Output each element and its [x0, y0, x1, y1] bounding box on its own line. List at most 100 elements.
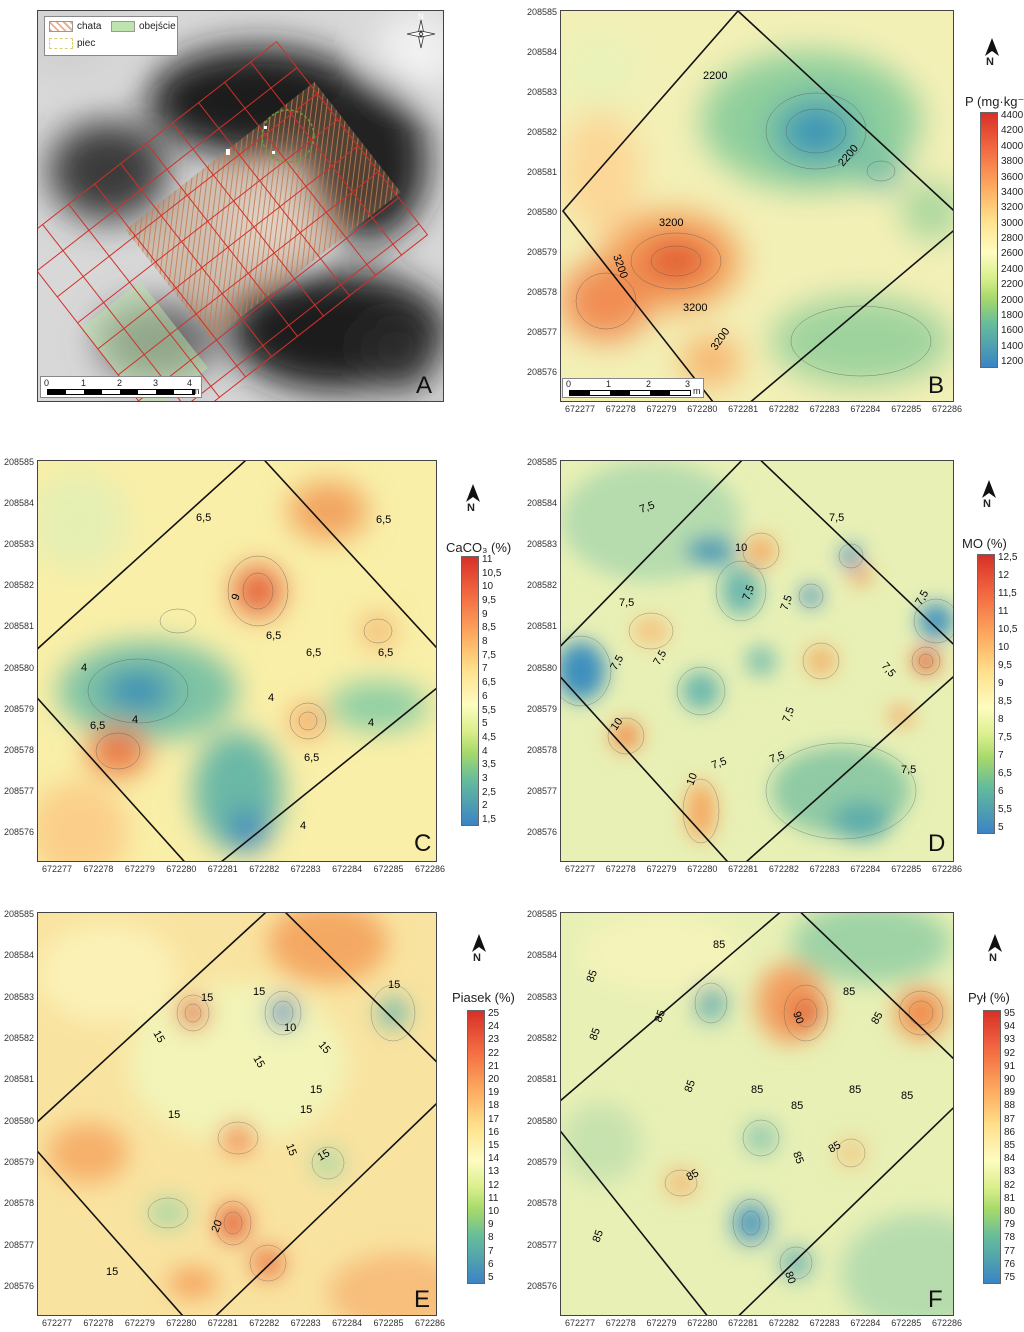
panel_e-legend-label: 17	[488, 1113, 500, 1125]
north-label: N	[418, 12, 424, 21]
scale-a-3: 3	[153, 378, 159, 388]
f-contour-15: 85	[685, 1167, 702, 1184]
y-tick-b: 208577	[526, 327, 557, 337]
y-tick-f: 208585	[526, 909, 557, 919]
x-tick-e: 672284	[332, 1318, 363, 1328]
f-contour-13: 85	[790, 1150, 805, 1166]
y-tick-e: 208584	[3, 950, 34, 961]
panel-a-legend: chata obejście piec	[44, 16, 178, 56]
x-tick-e: 672279	[124, 1318, 155, 1328]
e-contour-14: 15	[106, 1266, 118, 1278]
panel_e-north-arrow-icon: N	[464, 932, 494, 972]
x-tick-b: 672286	[931, 404, 963, 414]
panel_c-legend-label: 5	[482, 718, 488, 730]
x-tick-e: 672282	[249, 1318, 280, 1328]
x-tick-e: 672278	[83, 1318, 114, 1328]
d-contour-16: 7,5	[901, 764, 916, 776]
panel_b-legend-label: 1600	[1001, 325, 1024, 337]
f-contour-4: 85	[869, 1010, 886, 1027]
x-tick-d: 672283	[809, 864, 840, 874]
d-contour-11: 10	[609, 716, 626, 733]
panel_d-legend-label: 9,5	[998, 660, 1012, 671]
panel_c-legend-label: 11	[482, 554, 493, 565]
f-contour-10: 85	[791, 1100, 803, 1112]
panel_d-legend-label: 10	[998, 642, 1010, 653]
f-contour-16: 80	[782, 1270, 797, 1286]
panel_b-legend-label: 1200	[1001, 356, 1024, 367]
y-tick-b: 208580	[526, 207, 557, 217]
panel_b-legend-label: 3000	[1001, 217, 1024, 229]
c-contour-9: 4	[268, 692, 274, 704]
d-contour-3: 10	[735, 542, 747, 554]
panel_e-legend-label: 10	[488, 1206, 500, 1217]
x-tick-b: 672280	[687, 404, 718, 414]
scale-a-0: 0	[44, 378, 50, 388]
x-tick-b: 672278	[605, 404, 636, 414]
panel_c-legend-label: 7,5	[482, 649, 496, 661]
panel_b-legend-label: 2200	[1001, 279, 1024, 291]
x-tick-b: 672281	[728, 404, 759, 414]
panel_d-north-arrow-icon: N	[974, 478, 1004, 518]
panel_c-legend-label: 8,5	[482, 622, 496, 634]
x-tick-c: 672280	[166, 864, 197, 874]
panel_f-legend-label: 86	[1004, 1126, 1016, 1138]
panel_f-legend-bar	[983, 1010, 1001, 1284]
e-contour-8: 15	[310, 1084, 322, 1096]
y-tick-e: 208577	[3, 1239, 34, 1250]
x-tick-d: 672279	[646, 864, 677, 874]
y-tick-b: 208585	[526, 7, 557, 17]
panel-d-letter: D	[928, 830, 946, 857]
scale-a-1: 1	[81, 378, 87, 388]
e-contour-4: 10	[284, 1022, 296, 1034]
f-contour-7: 90	[790, 1010, 805, 1026]
panel_d-legend-label: 8,5	[998, 696, 1012, 707]
panel_c-legend-bar	[461, 556, 479, 826]
y-tick-b: 208583	[526, 87, 557, 97]
panel_d-legend-label: 6	[998, 786, 1004, 797]
panel_b-legend-title: P (mg·kg⁻¹)	[965, 94, 1024, 109]
panel_d-north-label: N	[983, 498, 991, 510]
e-contour-7: 15	[250, 1054, 267, 1071]
panel_e-legend-label: 22	[488, 1047, 500, 1059]
y-tick-f: 208579	[526, 1157, 557, 1167]
panel_b-legend-label: 1800	[1001, 309, 1024, 321]
panel_c-legend-label: 8	[482, 636, 488, 648]
x-tick-b: 672284	[850, 404, 881, 414]
panel_b-north-label: N	[986, 56, 994, 68]
y-tick-c: 208580	[3, 662, 34, 673]
panel_f-legend-label: 92	[1004, 1047, 1016, 1059]
x-tick-c: 672283	[290, 864, 321, 874]
x-tick-e: 672285	[373, 1318, 404, 1328]
y-tick-d: 208585	[526, 457, 557, 467]
panel_c-legend-label: 1,5	[482, 814, 496, 825]
panel_b-legend-label: 4400	[1001, 110, 1024, 121]
y-tick-b: 208582	[526, 127, 557, 137]
e-contour-10: 15	[168, 1109, 180, 1121]
y-tick-d: 208577	[526, 785, 557, 796]
x-tick-b: 672282	[768, 404, 799, 414]
panel-f-letter: F	[928, 1286, 943, 1313]
panel_f-legend-label: 85	[1004, 1140, 1016, 1151]
panel_d-legend-title: MO (%)	[962, 536, 1007, 551]
x-tick-c: 672285	[373, 864, 404, 874]
panel_f-legend-title: Pył (%)	[968, 990, 1010, 1005]
scale-a-unit: m	[192, 386, 200, 396]
panel_d-legend-label: 8	[998, 714, 1004, 725]
c-contour-2: 6,5	[376, 514, 391, 526]
f-contour-6: 85	[588, 1026, 603, 1042]
x-tick-f: 672284	[850, 1318, 881, 1328]
panel_e-legend-label: 21	[488, 1060, 500, 1072]
panel_c-legend-label: 4	[482, 745, 488, 757]
panel_f-legend-label: 81	[1004, 1192, 1016, 1204]
panel_b-legend-label: 2000	[1001, 294, 1024, 306]
panel_e-legend-title: Piasek (%)	[452, 990, 515, 1005]
y-tick-b: 208578	[526, 287, 557, 297]
b-contour-5: 3200	[683, 302, 707, 314]
panel_e-legend-label: 8	[488, 1232, 494, 1244]
y-tick-c: 208578	[3, 744, 34, 755]
panel_d-legend-label: 7,5	[998, 732, 1012, 743]
d-contour-14: 7,5	[710, 755, 728, 772]
panel_f-legend-label: 82	[1004, 1179, 1016, 1191]
e-contour-9: 15	[300, 1104, 312, 1116]
panel_f-north-label: N	[989, 952, 997, 964]
